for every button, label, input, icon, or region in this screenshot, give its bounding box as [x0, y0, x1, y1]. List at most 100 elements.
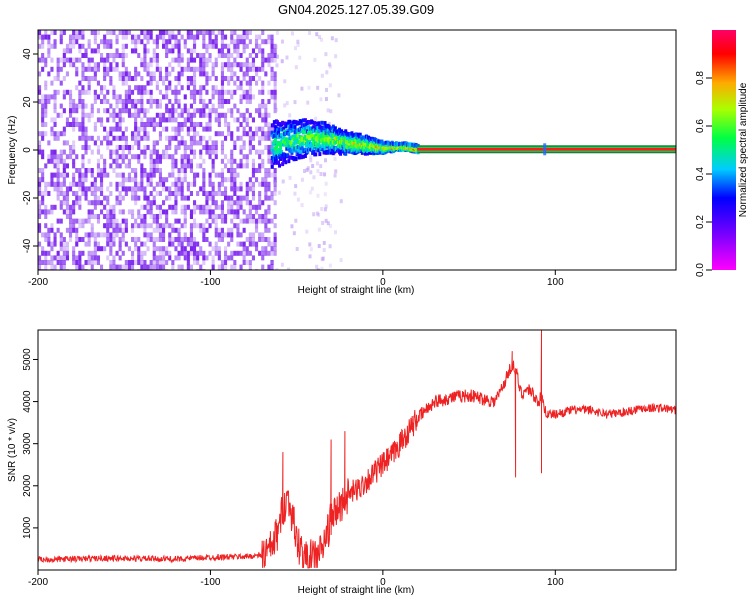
spectrogram-noise-cell — [106, 255, 110, 261]
spectrogram-noise-cell — [177, 103, 181, 109]
spectrogram-noise-cell — [143, 145, 147, 150]
spectrogram-noise-cell — [38, 181, 42, 187]
spectrogram-noise-cell — [106, 30, 110, 35]
spectrogram-noise-cell — [127, 94, 131, 100]
spectrogram-noise-cell — [47, 34, 51, 40]
spectrogram-noise-cell — [140, 163, 144, 169]
spectrogram-noise-cell — [177, 30, 181, 35]
spectrogram-noise-cell — [220, 80, 224, 86]
spectrogram-noise-cell — [220, 204, 224, 210]
spectrogram-noise-cell — [168, 172, 172, 178]
spectrogram-ridge-cell — [311, 134, 315, 139]
spectrogram-noise-cell — [202, 43, 206, 49]
spectrogram-faint-cell — [306, 100, 310, 105]
spectrogram-noise-cell — [112, 126, 116, 132]
spectrogram-noise-cell — [174, 99, 178, 104]
spectrogram-noise-cell — [69, 89, 73, 95]
spectrogram-noise-cell — [230, 177, 234, 183]
spectrogram-faint-cell — [305, 167, 309, 172]
spectrogram-ridge-cell — [326, 150, 330, 155]
spectrogram-noise-cell — [193, 223, 197, 229]
spectrogram-noise-cell — [137, 255, 141, 261]
spectrogram-noise-cell — [171, 43, 175, 49]
spectrogram-noise-cell — [193, 149, 197, 155]
spectrogram-faint-cell — [274, 44, 278, 49]
spectrogram-noise-cell — [152, 126, 156, 132]
spectrogram-noise-cell — [75, 227, 79, 233]
spectrogram-noise-cell — [140, 62, 144, 68]
spectrogram-noise-cell — [255, 223, 259, 229]
spectrogram-noise-cell — [81, 89, 85, 95]
spectrogram-noise-cell — [155, 246, 159, 252]
spectrogram-noise-cell — [50, 149, 54, 155]
spectrogram-faint-cell — [285, 101, 289, 106]
spectrogram-noise-cell — [78, 177, 82, 183]
spectrogram-noise-cell — [251, 158, 255, 164]
spectrogram-noise-cell — [230, 30, 234, 35]
spectrogram-noise-cell — [202, 158, 206, 164]
spectrogram-noise-cell — [149, 80, 153, 86]
spectrogram-noise-cell — [121, 232, 125, 238]
snr-x-tick-label: -200 — [28, 577, 48, 588]
spectrogram-noise-cell — [273, 223, 277, 229]
spectrogram-faint-cell — [328, 263, 332, 268]
spectrogram-noise-cell — [56, 195, 60, 201]
spectrogram-noise-cell — [118, 122, 122, 127]
spectrogram-noise-cell — [78, 103, 82, 109]
spectrogram-noise-cell — [205, 80, 209, 86]
spectrogram-noise-cell — [93, 232, 97, 238]
spectrogram-noise-cell — [96, 30, 100, 35]
spectrogram-noise-cell — [47, 39, 51, 45]
spectrogram-noise-cell — [65, 57, 69, 63]
spectrogram-noise-cell — [109, 250, 113, 256]
spectrogram-noise-cell — [53, 99, 57, 104]
spectrogram-noise-cell — [220, 99, 224, 104]
spectrogram-noise-cell — [230, 232, 234, 238]
spectrogram-noise-cell — [217, 232, 221, 238]
spectrogram-noise-cell — [75, 168, 79, 173]
spectrogram-noise-cell — [273, 177, 277, 183]
spectrogram-noise-cell — [158, 227, 162, 233]
spectrogram-noise-cell — [258, 43, 262, 49]
spectrogram-ridge-cell — [363, 151, 367, 156]
spectrogram-noise-cell — [264, 195, 268, 201]
spectrogram-noise-cell — [47, 237, 51, 242]
spectrogram-noise-cell — [127, 246, 131, 252]
spectrogram-noise-cell — [177, 145, 181, 150]
spectrogram-noise-cell — [90, 181, 94, 187]
spectrogram-noise-cell — [62, 149, 66, 155]
spectrogram-noise-cell — [255, 177, 259, 183]
spectrogram-noise-cell — [118, 94, 122, 100]
spectrogram-faint-cell — [317, 212, 321, 217]
spectrogram-noise-cell — [196, 53, 200, 58]
spectrogram-noise-cell — [264, 209, 268, 215]
spectrogram-noise-cell — [177, 99, 181, 104]
spectrogram-noise-cell — [72, 209, 76, 215]
spectrogram-noise-cell — [146, 99, 150, 104]
spectrogram-ridge-cell — [270, 164, 274, 169]
spectrogram-noise-cell — [69, 39, 73, 45]
spectrogram-noise-cell — [270, 53, 274, 58]
spectrogram-noise-cell — [44, 30, 48, 35]
spectrogram-noise-cell — [261, 250, 265, 256]
spectrogram-noise-cell — [81, 264, 85, 270]
spectrogram-noise-cell — [208, 204, 212, 210]
spectrogram-noise-cell — [131, 112, 135, 118]
spectrogram-noise-cell — [267, 250, 271, 256]
spectrogram-noise-cell — [193, 218, 197, 224]
snr-x-label: Height of straight line (km) — [298, 585, 415, 596]
spectrogram-noise-cell — [267, 241, 271, 247]
spectrogram-noise-cell — [264, 117, 268, 123]
spectrogram-noise-cell — [75, 34, 79, 40]
spectrogram-noise-cell — [149, 163, 153, 169]
spectrogram-noise-cell — [137, 99, 141, 104]
spectrogram-noise-cell — [230, 108, 234, 114]
spectrogram-noise-cell — [208, 53, 212, 58]
spectrogram-ridge-cell — [290, 124, 294, 129]
spectrogram-noise-cell — [62, 76, 66, 81]
snr-y-tick-label: 3000 — [22, 432, 33, 455]
spectrogram-noise-cell — [112, 89, 116, 95]
spectrogram-noise-cell — [140, 149, 144, 155]
spectrogram-noise-cell — [84, 168, 88, 173]
spectrogram-noise-cell — [236, 85, 240, 91]
